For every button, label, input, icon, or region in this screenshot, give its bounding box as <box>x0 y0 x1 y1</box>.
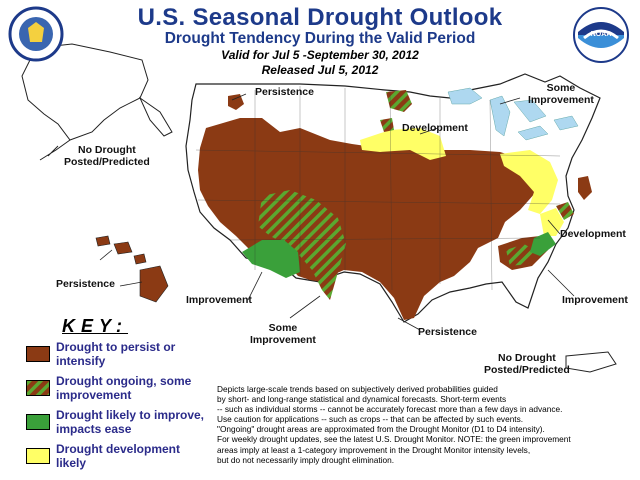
key-label: Drought to persist or intensify <box>56 340 175 368</box>
key-label: Drought ongoing, some improvement <box>56 374 191 402</box>
state-borders <box>195 86 561 291</box>
alaska-islands <box>39 139 71 161</box>
great-lakes <box>447 87 579 141</box>
label-persistence-hi: Persistence <box>56 278 115 290</box>
key-label-line: likely <box>56 456 87 470</box>
improve-region-sw <box>242 240 300 278</box>
develop-region-ohio <box>500 150 558 214</box>
key-label: Drought development likely <box>56 442 180 470</box>
note-line: Use caution for applications -- such as … <box>217 414 524 425</box>
note-line: but do not necessarily imply drought eli… <box>217 454 395 465</box>
page-title: U.S. Seasonal Drought Outlook <box>137 4 503 31</box>
leader-lines <box>99 93 575 331</box>
key-label-line: Drought to persist or <box>56 340 176 354</box>
note-line: For weekly drought updates, see the late… <box>217 434 571 445</box>
label-line: Posted/Predicted <box>484 364 570 376</box>
noaa-logo: NOAA <box>573 7 629 63</box>
swatch-stripes <box>26 380 50 396</box>
label-improvement-sw: Improvement <box>186 294 252 306</box>
alaska-panhandle <box>138 96 173 137</box>
develop-region-mw <box>360 128 446 160</box>
label-line: No Drought <box>78 144 136 156</box>
release-date: Released Jul 5, 2012 <box>261 63 379 77</box>
stripes-region-sw <box>258 190 346 300</box>
hawaii-islands <box>95 235 169 303</box>
swatch-persist <box>26 346 50 362</box>
key-item-improve: Drought likely to improve, impacts ease <box>22 408 222 438</box>
persist-region-ne <box>578 176 592 200</box>
label-line: Improvement <box>528 94 594 106</box>
stripes-region-north <box>386 90 412 112</box>
persist-region-main <box>198 118 540 320</box>
label-persistence-tx: Persistence <box>418 326 477 338</box>
stripes-region-va <box>556 202 574 220</box>
label-development-se: Development <box>560 228 626 240</box>
note-line: "Ongoing" drought areas are approximated… <box>217 424 545 435</box>
alaska <box>21 43 149 141</box>
key-item-ongoing-improvement: Drought ongoing, some improvement <box>22 374 222 404</box>
disclaimer-notes: Depicts large-scale trends based on subj… <box>217 384 637 465</box>
page-subtitle: Drought Tendency During the Valid Period <box>164 30 476 47</box>
label-line: No Drought <box>498 352 556 364</box>
label-some-improvement-ne: Some Improvement <box>528 82 594 106</box>
note-line: -- such as individual storms -- cannot b… <box>217 404 563 415</box>
note-line: areas imply at least a 1-category improv… <box>217 444 531 455</box>
label-improvement-se: Improvement <box>562 294 628 306</box>
key-label: Drought likely to improve, impacts ease <box>56 408 204 436</box>
commerce-seal <box>8 6 64 62</box>
persist-region-nw <box>228 94 244 110</box>
key-title: KEY: <box>62 316 129 336</box>
label-some-improvement-s: Some Improvement <box>250 322 316 346</box>
swatch-develop <box>26 448 50 464</box>
noaa-logo-text: NOAA <box>591 31 612 38</box>
label-persistence-nw: Persistence <box>255 86 314 98</box>
swatch-improve <box>26 414 50 430</box>
note-line: by short- and long-range statistical and… <box>217 394 507 405</box>
label-development-mw: Development <box>402 122 468 134</box>
label-no-drought-ak: No Drought Posted/Predicted <box>64 144 150 168</box>
key-label-line: Drought ongoing, some <box>56 374 192 388</box>
key-item-develop: Drought development likely <box>22 442 222 472</box>
key-label-line: improvement <box>56 388 132 402</box>
puerto-rico <box>565 351 617 373</box>
key-item-persist: Drought to persist or intensify <box>22 340 222 370</box>
label-no-drought-pr: No Drought Posted/Predicted <box>484 352 570 376</box>
label-line: Some <box>268 322 298 334</box>
label-line: Posted/Predicted <box>64 156 150 168</box>
key-label-line: impacts ease <box>56 422 132 436</box>
develop-region-se <box>540 208 564 236</box>
key-label-line: intensify <box>56 354 106 368</box>
label-line: Some <box>546 82 576 94</box>
stripes-region-se <box>506 244 538 266</box>
label-line: Improvement <box>250 334 316 346</box>
note-line: Depicts large-scale trends based on subj… <box>217 384 498 394</box>
valid-period: Valid for Jul 5 -September 30, 2012 <box>221 48 419 62</box>
key-label-line: Drought likely to improve, <box>56 408 205 422</box>
key-label-line: Drought development <box>56 442 181 456</box>
